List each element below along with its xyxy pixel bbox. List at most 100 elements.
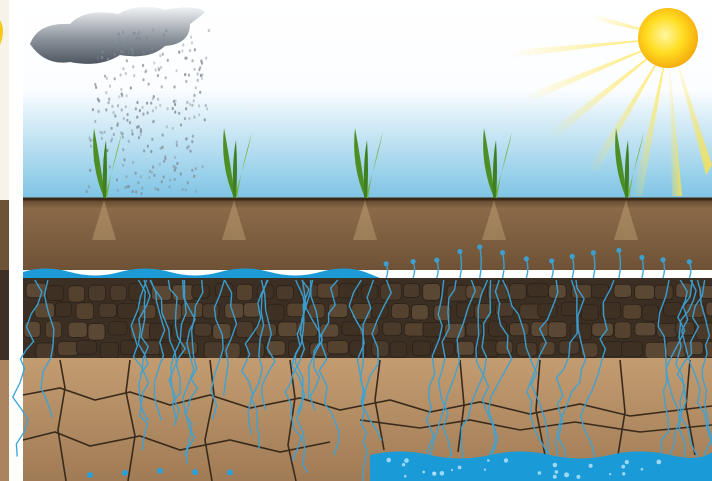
rain-drop	[122, 148, 125, 152]
rain-drop	[179, 123, 183, 127]
rain-drop	[116, 104, 120, 108]
water-vein	[696, 279, 712, 480]
water-vein	[167, 279, 187, 398]
soil-clod	[277, 321, 299, 338]
rain-drop	[204, 104, 207, 108]
rain-drop	[137, 181, 140, 185]
rain-drop	[193, 115, 196, 119]
soil-clod	[663, 302, 683, 317]
rain-drop	[185, 107, 188, 111]
soil-clod	[476, 339, 499, 358]
soil-clod	[54, 301, 72, 318]
rain-drop	[172, 164, 175, 168]
seedling-icon	[353, 128, 383, 240]
rain-drop	[87, 185, 90, 189]
soil-clod	[455, 340, 475, 356]
rain-drop	[121, 163, 125, 167]
soil-clod	[235, 320, 254, 338]
soil-clod	[412, 340, 431, 357]
water-vein	[318, 279, 340, 456]
rain-drop	[198, 113, 201, 117]
soil-clod	[683, 340, 704, 356]
water-bubble	[439, 471, 445, 476]
rain-drop	[114, 114, 117, 118]
rain-drop	[174, 99, 177, 103]
rain-drop	[185, 136, 188, 141]
capillary-droplet	[383, 261, 389, 267]
rain-drop	[117, 32, 120, 36]
rain-drop	[113, 52, 116, 57]
rain-drop	[160, 85, 163, 89]
crack-line	[617, 359, 626, 456]
rain-drop	[165, 125, 168, 129]
rain-drop	[151, 109, 154, 113]
subsoil-cracks	[22, 359, 712, 481]
rain-drop	[120, 92, 123, 96]
rain-drop	[105, 91, 108, 95]
left-crop-strip	[0, 0, 9, 481]
water-bubble	[564, 472, 570, 478]
soil-clod	[634, 321, 657, 337]
rain-drop	[201, 73, 204, 77]
water-vein	[526, 279, 559, 481]
soil-clod	[139, 340, 162, 355]
soil-clod	[358, 322, 380, 337]
soil-clod	[275, 285, 294, 301]
rain-drop	[139, 129, 142, 134]
crack-line	[359, 419, 712, 433]
rain-drop	[189, 149, 192, 153]
soil-clod	[422, 321, 444, 338]
rain-drop	[138, 30, 141, 34]
rain-drop	[157, 188, 160, 192]
soil-clod	[25, 282, 48, 299]
water-bubble	[621, 464, 626, 469]
rain-drop	[127, 139, 130, 143]
rain-drop	[192, 99, 195, 103]
water-vein	[425, 279, 445, 474]
rain-drop	[91, 108, 94, 112]
rain-drop	[130, 129, 134, 133]
rain-drop	[174, 166, 177, 170]
soil-clod	[644, 341, 667, 359]
rain-drop	[105, 108, 108, 112]
soil-clod	[255, 323, 277, 338]
crack-line	[22, 387, 712, 417]
rain-drop	[120, 87, 123, 91]
soil-clod	[675, 282, 693, 299]
rain-drop	[124, 72, 127, 76]
rain-drop	[152, 28, 155, 32]
rain-drop	[132, 31, 135, 35]
rain-drop	[131, 189, 134, 194]
rain-drop	[132, 65, 135, 69]
rain-drop	[185, 137, 188, 141]
water-vein	[360, 279, 392, 481]
soil-clod	[45, 285, 65, 301]
water-vein	[579, 279, 615, 478]
crack-line	[125, 359, 136, 481]
rain-drop	[156, 74, 160, 78]
rain-drop	[199, 65, 202, 70]
soil-clod	[57, 341, 79, 357]
crack-line	[204, 359, 215, 481]
water-vein	[555, 279, 578, 481]
rain-drop	[97, 56, 100, 60]
rain-drop	[123, 158, 126, 162]
rain-drop	[110, 41, 113, 46]
soil-clod	[613, 283, 632, 298]
rain-drop	[89, 168, 92, 172]
rain-drop	[175, 69, 178, 73]
seedling-icon	[92, 128, 122, 240]
rain-drop	[135, 190, 138, 194]
rain-drop	[85, 189, 88, 194]
soil-clod	[236, 283, 254, 301]
rain-drop	[154, 187, 157, 191]
rain-drop	[137, 32, 140, 36]
rain-drop	[139, 175, 142, 179]
capillary-droplet	[457, 248, 463, 255]
capillary-droplet	[549, 258, 555, 264]
rain-drop	[150, 45, 153, 49]
rain-drop	[94, 82, 97, 87]
rain-drop	[200, 77, 204, 81]
soil-clod	[654, 284, 674, 300]
rain-drop	[193, 48, 196, 52]
